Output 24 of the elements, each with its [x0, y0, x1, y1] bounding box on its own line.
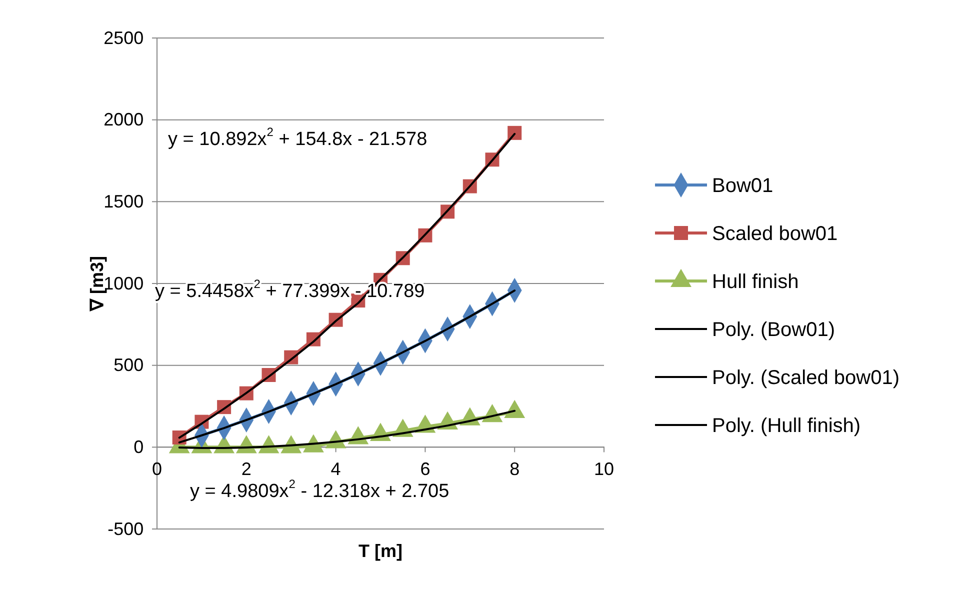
legend-label: Scaled bow01	[712, 223, 838, 245]
legend-label: Hull finish	[712, 271, 799, 293]
legend-label: Poly. (Bow01)	[712, 319, 836, 341]
y-axis-title: ∇ [m3]	[87, 256, 107, 312]
x-tick-label: 0	[152, 458, 162, 479]
legend-label: Bow01	[712, 175, 774, 197]
y-tick-label: 500	[114, 355, 144, 376]
x-tick-label: 10	[594, 458, 614, 479]
legend-label: Poly. (Scaled bow01)	[712, 367, 900, 389]
x-tick-label: 6	[420, 458, 430, 479]
annotation: y = 4.9809x$^{2}$ - 12.318x + 2.705	[190, 477, 450, 502]
x-axis-title: T [m]	[358, 541, 402, 561]
x-tick-label: 4	[330, 458, 341, 479]
x-tick-label: 2	[241, 458, 252, 479]
y-tick-label: 2000	[104, 110, 144, 130]
annotation: y = 10.892x$^{2}$ + 154.8x - 21.578	[168, 125, 428, 150]
y-tick-label: 2500	[104, 28, 144, 48]
legend-label: Poly. (Hull finish)	[712, 415, 861, 437]
x-tick-label: 8	[510, 458, 520, 479]
y-tick-label: 1500	[104, 191, 144, 212]
y-tick-label: 0	[134, 436, 144, 457]
y-tick-label: -500	[108, 518, 144, 539]
point	[508, 126, 522, 140]
annotation: y = 5.4458x$^{2}$ + 77.399x - 10.789	[155, 277, 425, 302]
